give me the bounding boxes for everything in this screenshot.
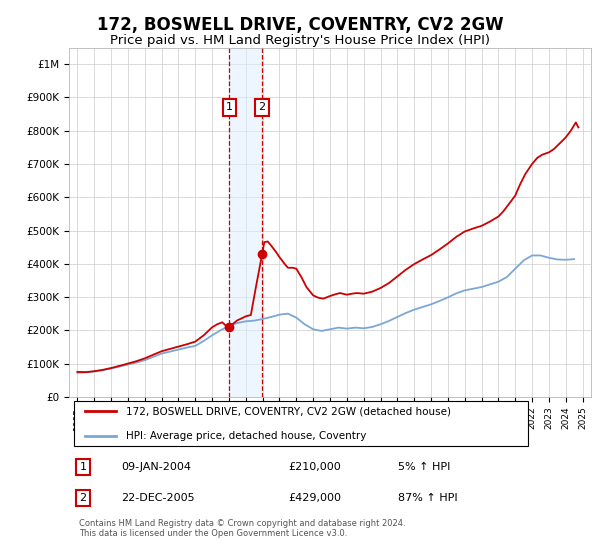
Text: 22-DEC-2005: 22-DEC-2005	[121, 493, 195, 503]
Text: 172, BOSWELL DRIVE, COVENTRY, CV2 2GW: 172, BOSWELL DRIVE, COVENTRY, CV2 2GW	[97, 16, 503, 34]
Text: 09-JAN-2004: 09-JAN-2004	[121, 461, 191, 472]
Text: 1: 1	[226, 102, 233, 113]
Text: £429,000: £429,000	[288, 493, 341, 503]
Text: £210,000: £210,000	[288, 461, 341, 472]
Text: 2: 2	[259, 102, 266, 113]
Text: 5% ↑ HPI: 5% ↑ HPI	[398, 461, 450, 472]
Text: 2: 2	[79, 493, 86, 503]
FancyBboxPatch shape	[74, 401, 529, 446]
Text: Price paid vs. HM Land Registry's House Price Index (HPI): Price paid vs. HM Land Registry's House …	[110, 34, 490, 47]
Text: Contains HM Land Registry data © Crown copyright and database right 2024.
This d: Contains HM Land Registry data © Crown c…	[79, 519, 406, 538]
Text: 87% ↑ HPI: 87% ↑ HPI	[398, 493, 457, 503]
Bar	[229, 48, 262, 397]
Text: 172, BOSWELL DRIVE, COVENTRY, CV2 2GW (detached house): 172, BOSWELL DRIVE, COVENTRY, CV2 2GW (d…	[127, 407, 451, 417]
Text: HPI: Average price, detached house, Coventry: HPI: Average price, detached house, Cove…	[127, 431, 367, 441]
Text: 1: 1	[79, 461, 86, 472]
